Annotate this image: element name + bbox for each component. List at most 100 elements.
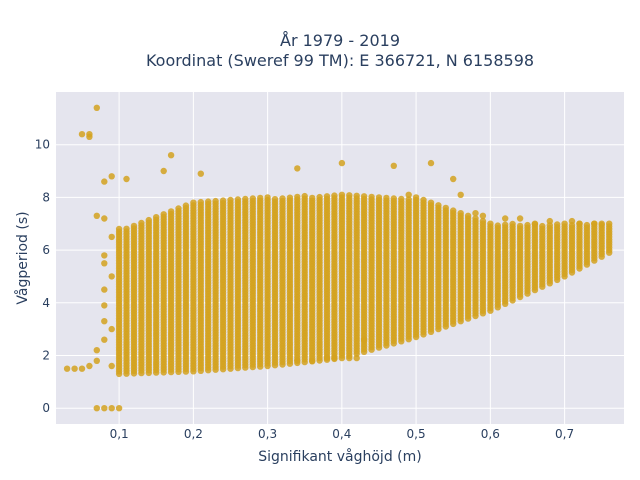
data-point	[93, 357, 101, 364]
data-point	[93, 405, 101, 412]
data-point	[360, 336, 368, 343]
y-tick-label: 10	[35, 138, 50, 152]
data-point	[323, 193, 331, 200]
data-point	[257, 194, 264, 202]
y-tick-label: 0	[42, 401, 50, 415]
data-point	[294, 193, 301, 201]
data-point	[101, 336, 108, 343]
data-point	[145, 216, 152, 224]
data-point	[561, 220, 568, 227]
data-point	[368, 193, 375, 201]
data-point	[175, 205, 182, 212]
data-point	[442, 204, 449, 212]
data-point	[138, 219, 145, 227]
data-point	[63, 365, 71, 372]
data-point	[509, 220, 516, 228]
y-tick-label: 6	[42, 243, 50, 257]
chart-title-line2: Koordinat (Sweref 99 TM): E 366721, N 61…	[146, 51, 534, 70]
data-point	[405, 196, 412, 203]
data-point	[108, 325, 115, 333]
data-point	[197, 170, 204, 177]
data-point	[153, 214, 160, 221]
data-point	[353, 354, 360, 362]
data-point	[412, 194, 420, 201]
data-point	[360, 193, 368, 200]
data-point	[487, 220, 494, 227]
data-point	[71, 365, 78, 372]
data-point	[479, 212, 487, 219]
data-point	[516, 215, 524, 222]
chart-title-line1: År 1979 - 2019	[280, 31, 400, 50]
data-point	[502, 221, 509, 228]
data-point	[123, 225, 130, 232]
data-point	[101, 302, 108, 309]
x-tick-label: 0,4	[332, 427, 351, 441]
data-point	[279, 195, 286, 202]
x-tick-label: 0,1	[110, 427, 129, 441]
data-point	[309, 194, 316, 202]
data-point	[115, 405, 123, 412]
data-point	[86, 131, 93, 138]
data-point	[108, 405, 115, 412]
data-points	[63, 104, 613, 412]
data-point	[271, 196, 279, 203]
data-point	[502, 215, 509, 222]
data-point	[464, 212, 472, 219]
data-point	[160, 211, 167, 218]
data-point	[86, 362, 93, 370]
y-tick-label: 8	[42, 190, 50, 204]
x-tick-label: 0,7	[555, 427, 574, 441]
data-point	[323, 354, 331, 362]
data-point	[93, 347, 101, 354]
data-point	[398, 195, 405, 203]
data-point	[78, 365, 86, 372]
data-point	[576, 220, 583, 227]
data-point	[450, 175, 457, 183]
data-point	[78, 131, 86, 138]
data-point	[346, 354, 353, 362]
y-tick-label: 4	[42, 296, 50, 310]
data-point	[472, 215, 479, 222]
x-axis-title: Signifikant våghöjd (m)	[258, 448, 421, 465]
x-tick-label: 0,5	[407, 427, 426, 441]
data-point	[264, 194, 271, 201]
data-point	[331, 192, 338, 199]
data-point	[182, 202, 190, 209]
data-point	[450, 207, 457, 214]
data-point	[108, 362, 115, 370]
data-point	[338, 159, 346, 167]
x-tick-label: 0,6	[481, 427, 500, 441]
data-point	[427, 199, 435, 206]
data-point	[219, 197, 227, 204]
x-tick-label: 0,3	[258, 427, 277, 441]
data-point	[123, 175, 130, 183]
data-point	[472, 210, 479, 217]
data-point	[539, 222, 546, 230]
y-axis-title: Vågperiod (s)	[14, 211, 31, 304]
data-point	[242, 195, 249, 203]
x-tick-label: 0,2	[184, 427, 203, 441]
data-point	[427, 159, 435, 167]
data-point	[331, 354, 338, 362]
data-point	[338, 191, 346, 198]
y-tick-label: 2	[42, 348, 50, 362]
data-point	[524, 221, 531, 229]
data-point	[405, 191, 412, 198]
data-point	[316, 193, 323, 201]
data-point	[249, 195, 256, 202]
data-point	[353, 192, 360, 199]
data-point	[390, 162, 397, 169]
data-point	[390, 195, 397, 202]
data-point	[286, 194, 294, 201]
data-point	[101, 405, 108, 412]
data-point	[494, 222, 501, 229]
data-point	[108, 233, 115, 241]
data-point	[546, 217, 553, 225]
data-point	[591, 220, 598, 227]
data-point	[375, 194, 383, 201]
data-point	[531, 220, 539, 227]
data-point	[554, 221, 561, 228]
data-point	[383, 194, 390, 202]
data-point	[190, 199, 197, 206]
